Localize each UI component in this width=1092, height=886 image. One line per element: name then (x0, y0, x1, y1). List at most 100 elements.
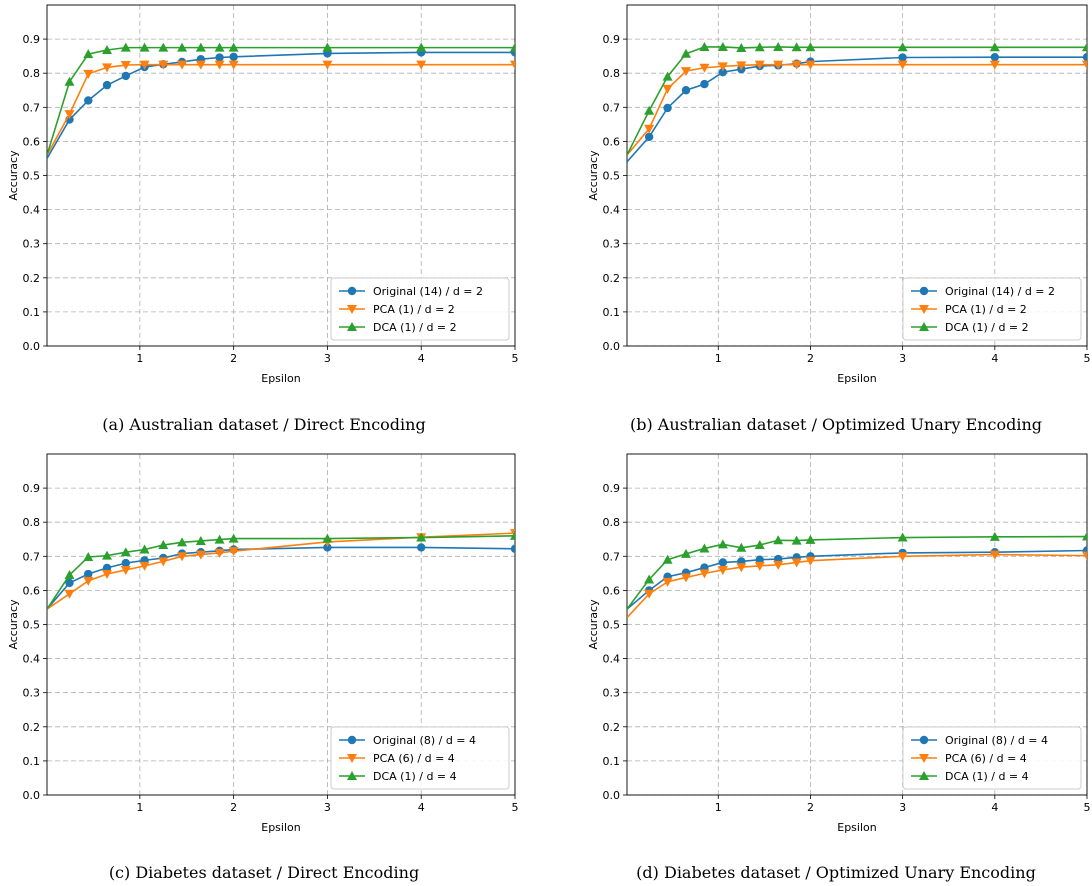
series-line (627, 56, 1087, 163)
data-point (417, 543, 426, 552)
data-point (121, 71, 130, 81)
legend-label: PCA (1) / d = 2 (373, 303, 455, 316)
legend-marker (919, 771, 929, 780)
x-tick-label: 3 (324, 352, 331, 365)
y-tick-label: 0.8 (23, 67, 41, 80)
legend-marker (347, 754, 357, 763)
data-point (177, 537, 188, 547)
legend-label: DCA (1) / d = 2 (373, 321, 457, 334)
data-point (718, 67, 728, 77)
data-point (121, 558, 130, 568)
y-tick-label: 0.6 (23, 584, 41, 597)
y-tick-label: 0.1 (23, 306, 41, 319)
y-tick-label: 0.9 (23, 33, 41, 46)
data-point (214, 534, 225, 544)
data-point (755, 555, 764, 564)
data-point (736, 61, 747, 71)
data-point (644, 589, 655, 599)
data-point (120, 61, 131, 71)
data-point (195, 42, 206, 52)
y-tick-label: 0.6 (23, 135, 41, 148)
data-point (805, 60, 816, 70)
data-point (680, 67, 691, 77)
data-point (177, 60, 188, 70)
x-tick-label: 3 (324, 801, 331, 814)
data-point (416, 42, 427, 52)
plot-frame (46, 453, 516, 796)
series-line (47, 535, 515, 610)
data-point (215, 53, 224, 62)
data-point (663, 103, 672, 113)
legend-marker (347, 771, 357, 780)
y-tick-label: 0.8 (23, 516, 41, 529)
data-point (662, 71, 673, 81)
plot-frame (626, 453, 1088, 796)
y-tick-label: 0.2 (603, 721, 621, 734)
data-point (897, 60, 908, 70)
legend-label: DCA (1) / d = 2 (945, 321, 1029, 334)
data-point (510, 544, 515, 553)
y-axis-label: Accuracy (587, 599, 600, 650)
data-point (84, 569, 93, 579)
data-point (102, 550, 113, 560)
data-point (773, 41, 784, 51)
data-point (102, 80, 112, 90)
chart-panel-3: 0.0 0.1 0.2 0.3 0.4 0.5 0.6 0.7 0.8 0.9 1 2 3 4 5 Epsil… (587, 453, 1091, 882)
data-point (158, 557, 169, 567)
data-point (699, 543, 710, 553)
series-line (47, 46, 515, 156)
series-line (627, 553, 1087, 619)
legend-label: Original (8) / d = 4 (945, 734, 1048, 747)
y-tick-label: 0.7 (603, 550, 621, 563)
legend-marker (347, 322, 357, 331)
y-tick-label: 0.4 (23, 204, 41, 217)
y-tick-label: 0.5 (603, 619, 621, 632)
legend-marker (919, 754, 929, 763)
series-line (627, 46, 1087, 156)
x-tick-label: 1 (715, 801, 722, 814)
x-tick-label: 5 (1084, 352, 1091, 365)
x-tick-label: 2 (807, 352, 814, 365)
legend-box (902, 726, 1082, 790)
data-point (64, 110, 75, 120)
y-tick-label: 0.9 (603, 33, 621, 46)
x-tick-label: 4 (418, 801, 425, 814)
data-point (805, 42, 816, 52)
x-axis-label: Epsilon (261, 372, 301, 385)
legend-marker (347, 735, 357, 745)
x-tick-label: 5 (1084, 801, 1091, 814)
y-tick-label: 0.3 (603, 238, 621, 251)
data-point (736, 563, 747, 573)
data-point (83, 49, 94, 59)
data-point (662, 577, 673, 587)
data-point (736, 42, 747, 52)
data-point (717, 62, 728, 72)
data-point (897, 532, 908, 542)
data-point (64, 589, 75, 599)
data-point (120, 565, 131, 575)
data-point (323, 543, 332, 552)
data-point (102, 563, 112, 573)
figure-caption: (d) Diabetes dataset / Optimized Unary E… (636, 863, 1036, 882)
legend-marker (919, 305, 929, 314)
y-tick-label: 0.9 (603, 482, 621, 495)
data-point (791, 535, 802, 545)
data-point (717, 539, 728, 549)
y-axis-label: Accuracy (587, 150, 600, 201)
data-point (102, 45, 113, 55)
x-tick-label: 1 (136, 801, 143, 814)
data-point (773, 535, 784, 545)
x-tick-label: 2 (230, 352, 237, 365)
data-point (717, 41, 728, 51)
data-point (897, 42, 908, 52)
data-point (989, 550, 1000, 560)
data-point (1082, 551, 1087, 561)
y-tick-label: 0.3 (23, 238, 41, 251)
data-point (699, 41, 710, 51)
legend-label: Original (8) / d = 4 (373, 734, 476, 747)
x-tick-label: 3 (899, 352, 906, 365)
y-axis-label: Accuracy (7, 150, 20, 201)
y-tick-label: 0.5 (603, 170, 621, 183)
chart-panel-1: 0.0 0.1 0.2 0.3 0.4 0.5 0.6 0.7 0.8 0.9 1 2 3 4 5 Epsil… (587, 4, 1091, 434)
data-point (510, 42, 515, 52)
